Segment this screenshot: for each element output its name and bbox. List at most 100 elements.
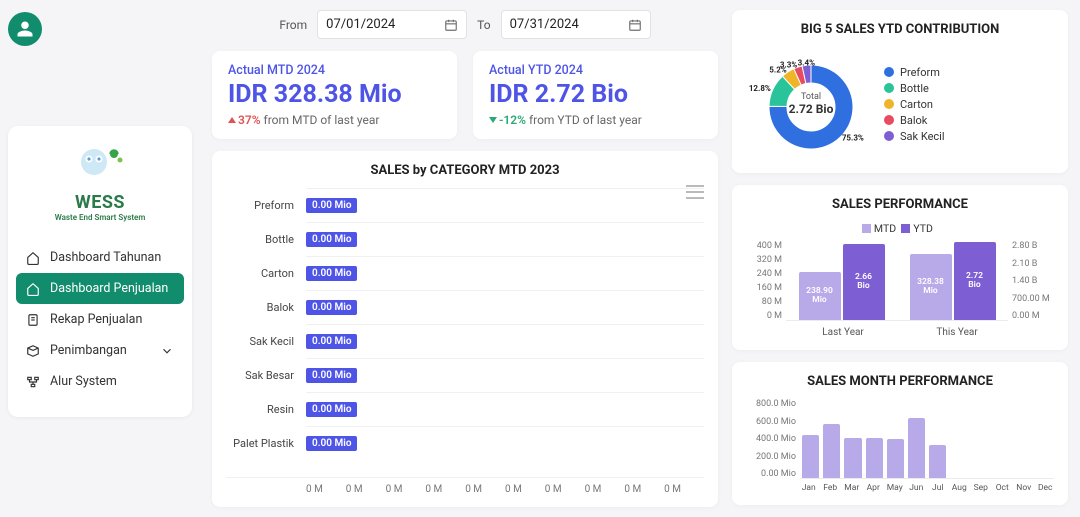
- xtick: Nov: [1015, 483, 1033, 493]
- category-bar: 0.00 Mio: [306, 368, 357, 383]
- xtick: 0 M: [425, 484, 465, 495]
- chart-menu-button[interactable]: [686, 185, 704, 199]
- sidebar-item-penimbangan[interactable]: Penimbangan: [16, 335, 184, 366]
- nav-list: Dashboard Tahunan Dashboard Penjualan Reka…: [8, 236, 192, 403]
- svg-text:3.4%: 3.4%: [798, 58, 816, 67]
- xtick: 0 M: [664, 484, 704, 495]
- category-bar: 0.00 Mio: [306, 402, 357, 417]
- kpi-row: Actual MTD 2024 IDR 328.38 Mio 37% from MT…: [212, 51, 718, 139]
- logo-subtitle: Waste End Smart System: [18, 213, 182, 222]
- xtick: Sep: [972, 483, 990, 493]
- category-bar: 0.00 Mio: [306, 334, 357, 349]
- month-title: SALES MONTH PERFORMANCE: [746, 374, 1054, 389]
- ytick: 700.00 M: [1012, 294, 1054, 304]
- category-bar-row: Sak Besar0.00 Mio: [226, 358, 704, 392]
- xtick: 0 M: [545, 484, 585, 495]
- donut-total-label: Total: [789, 92, 834, 102]
- user-avatar-button[interactable]: [8, 12, 42, 46]
- logo-image: [70, 144, 130, 188]
- category-bar: 0.00 Mio: [306, 300, 357, 315]
- sidebar-item-label: Penimbangan: [50, 343, 127, 358]
- perf-bar: 328.38Mio: [910, 254, 952, 320]
- kpi-value: IDR 2.72 Bio: [489, 80, 702, 109]
- xtick: 0 M: [386, 484, 426, 495]
- xtick: Dec: [1037, 483, 1055, 493]
- big5-legend: PreformBottleCartonBalokSak Kecil: [884, 63, 945, 146]
- user-icon: [16, 20, 34, 38]
- category-label: Carton: [226, 267, 306, 280]
- donut-total-value: 2.72 Bio: [789, 102, 834, 116]
- xtick: Jun: [908, 483, 926, 493]
- legend-item: MTD: [862, 222, 901, 235]
- xtick: Feb: [822, 483, 840, 493]
- category-bar-row: Sak Kecil0.00 Mio: [226, 324, 704, 358]
- legend-item: Balok: [884, 114, 945, 127]
- ytick: 2.10 B: [1012, 259, 1054, 269]
- date-filter-row: From 07/01/2024 To 07/31/2024: [212, 10, 718, 39]
- category-bar: 0.00 Mio: [306, 232, 357, 247]
- month-bar: [823, 424, 840, 478]
- ytick: 0 M: [746, 311, 782, 321]
- category-label: Sak Kecil: [226, 335, 306, 348]
- sidebar-card: WESS Waste End Smart System Dashboard Ta…: [8, 126, 192, 417]
- ytick: 800.0 Mio: [746, 399, 796, 409]
- legend-item: YTD: [901, 222, 938, 235]
- kpi-card: Actual MTD 2024 IDR 328.38 Mio 37% from MT…: [212, 51, 457, 139]
- category-label: Sak Besar: [226, 369, 306, 382]
- category-label: Bottle: [226, 233, 306, 246]
- perf-bar: 2.66Bio: [843, 244, 885, 320]
- chevron-down-icon: [160, 344, 174, 358]
- xtick: Aug: [951, 483, 969, 493]
- kpi-label: Actual MTD 2024: [228, 63, 441, 78]
- sidebar-item-dashboard-penjualan[interactable]: Dashboard Penjualan: [16, 273, 184, 304]
- xtick: 0 M: [306, 484, 346, 495]
- legend-item: Preform: [884, 66, 945, 79]
- xtick: 0 M: [465, 484, 505, 495]
- category-bar: 0.00 Mio: [306, 198, 357, 213]
- calendar-icon: [628, 18, 642, 32]
- ytick: 400.0 Mio: [746, 434, 796, 444]
- xtick: Jul: [929, 483, 947, 493]
- category-bar: 0.00 Mio: [306, 436, 357, 451]
- sidebar-item-alur-system[interactable]: Alur System: [16, 366, 184, 397]
- category-label: Resin: [226, 403, 306, 416]
- month-bar: [802, 435, 819, 478]
- kpi-value: IDR 328.38 Mio: [228, 80, 441, 109]
- sidebar-item-label: Alur System: [50, 374, 117, 389]
- svg-text:75.3%: 75.3%: [842, 134, 864, 143]
- from-label: From: [279, 18, 307, 32]
- sidebar-item-rekap-penjualan[interactable]: Rekap Penjualan: [16, 304, 184, 335]
- kpi-card: Actual YTD 2024IDR 2.72 Bio-12% from YTD…: [473, 51, 718, 139]
- legend-item: Sak Kecil: [884, 130, 945, 143]
- logo: WESS Waste End Smart System: [8, 140, 192, 236]
- from-date-input[interactable]: 07/01/2024: [317, 10, 467, 39]
- kpi-delta: 37% from MTD of last year: [228, 113, 441, 127]
- category-label: Palet Plastik: [226, 437, 306, 450]
- ytick: 0.00 Mio: [746, 469, 796, 479]
- kpi-delta: -12% from YTD of last year: [489, 113, 702, 127]
- to-date-input[interactable]: 07/31/2024: [501, 10, 651, 39]
- perf-legend: MTD YTD: [746, 222, 1054, 235]
- sidebar-item-label: Dashboard Penjualan: [50, 281, 168, 296]
- category-label: Preform: [226, 199, 306, 212]
- ytick: 240 M: [746, 269, 782, 279]
- sidebar-item-dashboard-tahunan[interactable]: Dashboard Tahunan: [16, 242, 184, 273]
- month-bar: [866, 438, 883, 478]
- xtick: 0 M: [346, 484, 386, 495]
- ytick: 1.40 B: [1012, 276, 1054, 286]
- perf-bar: 2.72Bio: [954, 242, 996, 320]
- big5-title: BIG 5 SALES YTD CONTRIBUTION: [746, 22, 1054, 37]
- xtick: Last Year: [822, 327, 864, 338]
- category-bar-row: Resin0.00 Mio: [226, 392, 704, 426]
- xtick: Mar: [843, 483, 861, 493]
- svg-text:3.3%: 3.3%: [780, 60, 798, 69]
- month-bar: [929, 445, 946, 478]
- category-label: Balok: [226, 301, 306, 314]
- ytick: 2.80 B: [1012, 241, 1054, 251]
- to-date-value: 07/31/2024: [510, 17, 579, 32]
- xtick: This Year: [936, 327, 977, 338]
- xtick: May: [886, 483, 904, 493]
- category-chart-title: SALES by CATEGORY MTD 2023: [226, 163, 704, 178]
- logo-title: WESS: [18, 192, 182, 213]
- perf-bar-label: 238.90Mio: [806, 287, 833, 306]
